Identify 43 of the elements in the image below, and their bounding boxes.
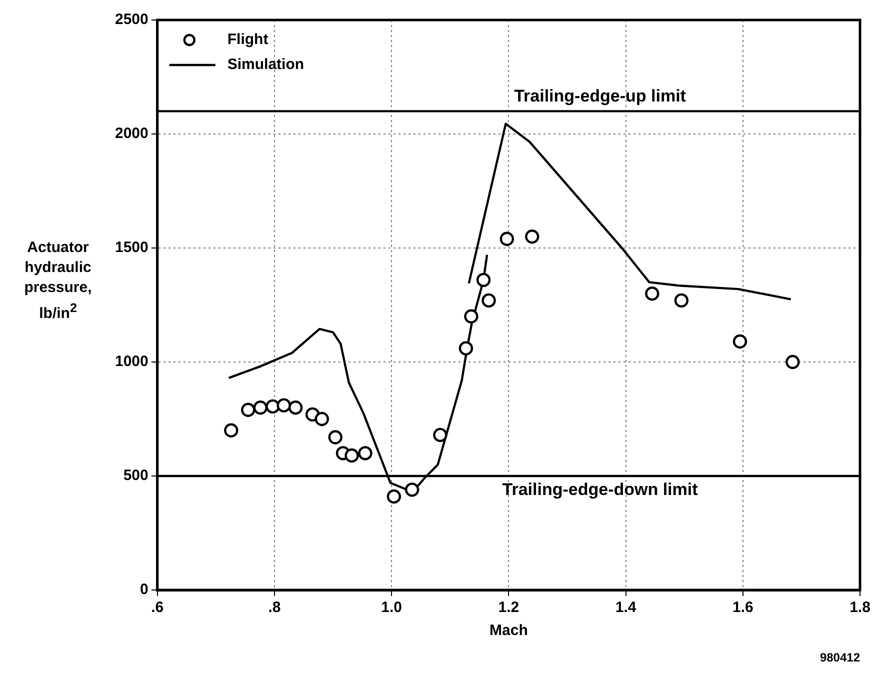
point bbox=[266, 399, 280, 414]
point bbox=[674, 293, 689, 308]
y-tick-label: 0 bbox=[140, 581, 148, 598]
y-tick-label: 2500 bbox=[114, 11, 148, 28]
legend-label: Simulation bbox=[227, 56, 304, 74]
point bbox=[276, 398, 291, 412]
point bbox=[314, 412, 329, 426]
point bbox=[404, 482, 420, 497]
x-tick-label: 1.4 bbox=[615, 599, 637, 616]
point bbox=[482, 293, 496, 308]
point bbox=[241, 402, 256, 417]
y-tick-label: 2000 bbox=[114, 125, 148, 142]
x-tick-label: .6 bbox=[151, 599, 164, 616]
x-tick-label: 1.8 bbox=[850, 599, 870, 616]
point bbox=[458, 341, 474, 356]
x-tick-label: .8 bbox=[268, 599, 281, 616]
y-tick-label: 1000 bbox=[114, 353, 148, 370]
point bbox=[500, 232, 514, 246]
point bbox=[344, 448, 359, 463]
point bbox=[358, 446, 372, 460]
y-axis-title: Actuator hydraulic pressure, lb/in$^{2}$ bbox=[23, 238, 93, 324]
point bbox=[224, 423, 238, 438]
ref-line-label: Trailing-edge-up limit bbox=[514, 86, 686, 106]
x-tick-label: 1.2 bbox=[498, 599, 520, 616]
point bbox=[732, 334, 748, 349]
legend-label: Flight bbox=[227, 31, 268, 48]
text: 980412 bbox=[820, 650, 860, 664]
x-tick-label: 1.0 bbox=[381, 599, 402, 616]
point bbox=[253, 400, 268, 415]
point bbox=[328, 430, 342, 444]
point bbox=[645, 286, 660, 301]
y-tick-label: 1500 bbox=[114, 239, 148, 256]
point bbox=[386, 489, 402, 504]
point bbox=[786, 354, 800, 370]
point bbox=[464, 309, 478, 324]
point bbox=[476, 272, 491, 288]
point bbox=[433, 428, 448, 442]
ref-line-label: Trailing-edge-down limit bbox=[502, 480, 698, 500]
y-tick-label: 500 bbox=[123, 467, 148, 484]
x-tick-label: 1.6 bbox=[732, 599, 754, 616]
x-axis-title: Mach bbox=[490, 622, 528, 640]
point bbox=[288, 400, 303, 415]
point bbox=[525, 230, 540, 244]
